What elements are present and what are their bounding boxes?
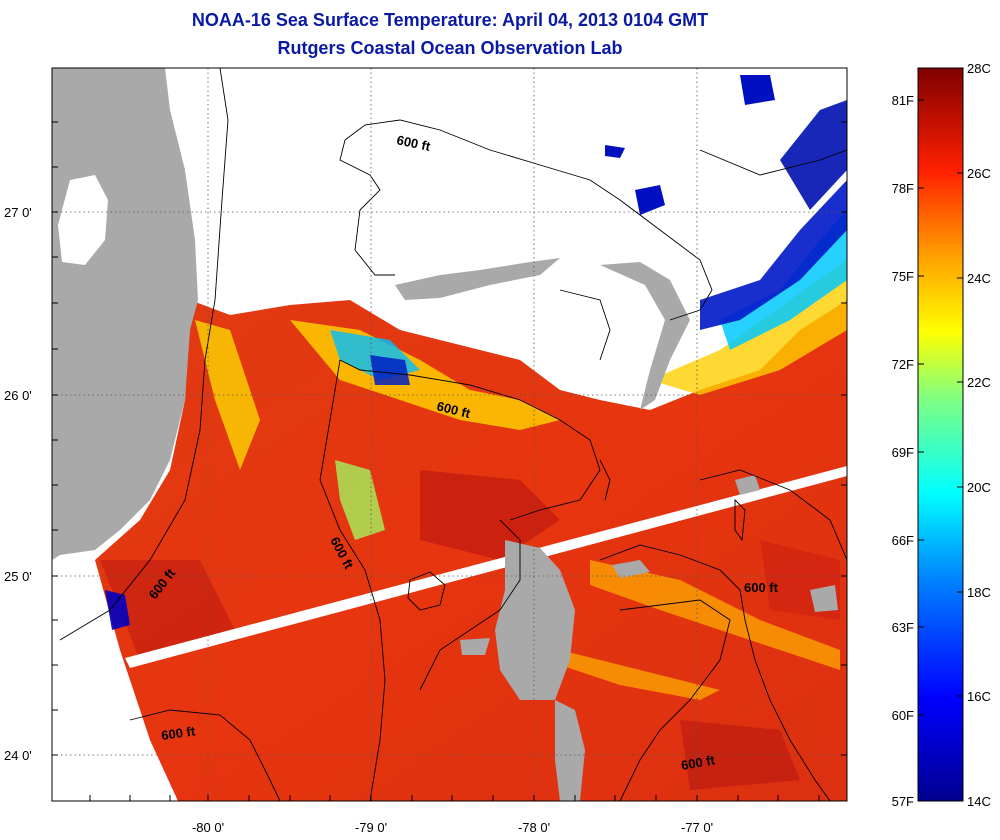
map-panel [52,68,847,801]
grid-lines [52,68,847,801]
contour-label: 600 ft [744,580,779,595]
cool-fringe [105,590,130,630]
colorbar-celsius-label: 18C [967,585,991,600]
cool-fringe [720,210,847,350]
cool-fringe [560,650,720,700]
colorbar-fahrenheit-label: 60F [892,708,914,723]
contour-label: 600 ft [160,723,196,743]
grand-bahama [395,258,560,300]
east-island [735,475,760,495]
colorbar-celsius-label: 26C [967,166,991,181]
map-frame [51,67,848,802]
colorbar-fahrenheit-label: 66F [892,533,914,548]
temperature-colorbar [917,67,964,802]
swath-gap [125,466,847,668]
lon-tick-label: -79 0' [355,820,387,835]
contour-label: 600 ft [395,132,432,154]
colorbar-fahrenheit-label: 69F [892,445,914,460]
colorbar-fahrenheit-label: 72F [892,357,914,372]
colorbar-fahrenheit-label: 81F [892,93,914,108]
lon-tick-label: -78 0' [518,820,550,835]
east-island [460,638,490,655]
andros-island [495,540,575,700]
colorbar-fahrenheit-label: 63F [892,620,914,635]
colorbar-celsius-label: 14C [967,794,991,809]
lon-tick-label: -80 0' [192,820,224,835]
lat-tick-label: 26 0' [4,388,32,403]
axis-ticks [52,121,847,801]
warm-patch [100,560,240,660]
map-title: NOAA-16 Sea Surface Temperature: April 0… [191,10,709,30]
cool-fringe [590,560,840,670]
cool-patch [635,185,665,215]
lat-tick-label: 27 0' [4,205,32,220]
colorbar-celsius-label: 22C [967,375,991,390]
colorbar-fahrenheit-label: 57F [892,794,914,809]
cool-patch [605,145,625,158]
colorbar-celsius-label: 16C [967,689,991,704]
east-island [612,560,650,578]
cool-fringe [780,100,847,210]
colorbar-fahrenheit-label: 75F [892,269,914,284]
cool-fringe [650,260,847,395]
lake-okeechobee [58,175,108,265]
colorbar-celsius-label: 20C [967,480,991,495]
colorbar-fahrenheit-label: 78F [892,181,914,196]
lon-tick-label: -77 0' [681,820,713,835]
abaco-island [600,262,690,410]
andros-south [555,700,585,801]
bathymetry-contours [59,68,847,801]
lat-tick-label: 24 0' [4,748,32,763]
cool-fringe [370,355,410,385]
cool-fringe [335,460,385,540]
contour-label: 600 ft [680,752,717,773]
east-island [810,585,838,612]
colorbar-celsius-label: 24C [967,271,991,286]
warm-patch [680,720,800,790]
colorbar-gradient [917,67,964,802]
cool-patch [740,75,775,105]
warm-patch [420,470,560,560]
lat-tick-label: 25 0' [4,569,32,584]
cool-fringe [700,180,847,330]
map-subtitle: Rutgers Coastal Ocean Observation Lab [277,38,623,58]
colorbar-celsius-label: 28C [967,61,991,76]
